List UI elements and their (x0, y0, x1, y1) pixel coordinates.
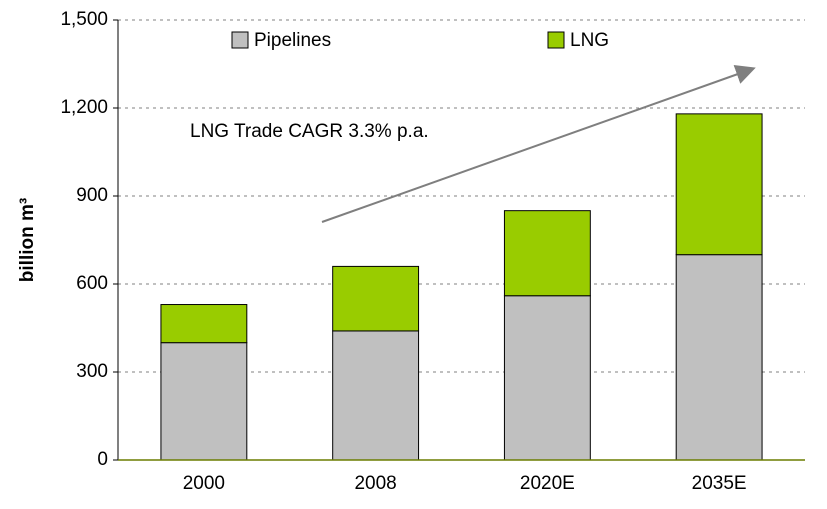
legend-swatch (231, 31, 249, 49)
bar-segment (160, 304, 248, 344)
x-tick-label: 2000 (183, 473, 225, 494)
bar-segment (675, 113, 763, 256)
bar-segment (503, 210, 591, 297)
y-tick-label: 0 (97, 449, 108, 470)
y-tick-label: 300 (76, 361, 108, 382)
y-tick-label: 900 (76, 185, 108, 206)
x-tick-label: 2008 (354, 473, 396, 494)
y-tick-label: 1,200 (60, 97, 108, 118)
legend-label: Pipelines (254, 30, 331, 51)
bar-segment (160, 342, 248, 461)
x-tick-label: 2035E (692, 473, 747, 494)
annotation: LNG Trade CAGR 3.3% p.a. (190, 121, 429, 142)
bar-segment (332, 265, 420, 332)
y-axis-label: billion m³ (17, 198, 38, 282)
bar-segment (332, 330, 420, 461)
bar-segment (675, 254, 763, 461)
y-tick-label: 600 (76, 273, 108, 294)
y-tick-label: 1,500 (60, 9, 108, 30)
legend-label: LNG (570, 30, 609, 51)
x-tick-label: 2020E (520, 473, 575, 494)
bar-segment (503, 295, 591, 461)
legend-swatch (547, 31, 565, 49)
